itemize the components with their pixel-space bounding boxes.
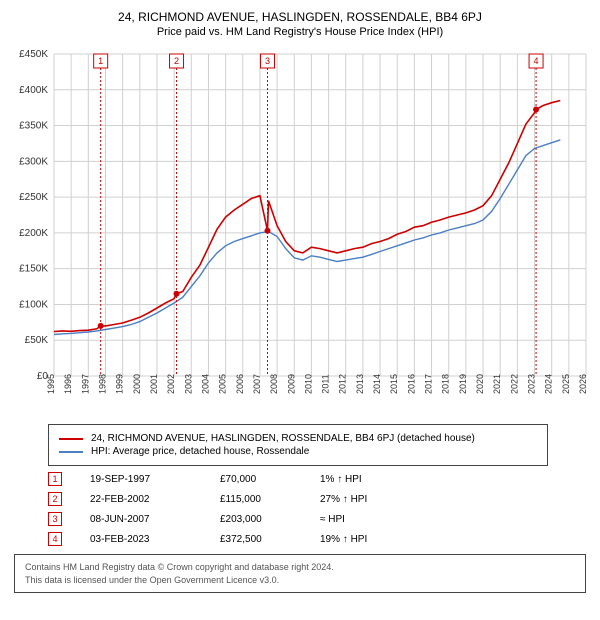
transaction-price: £203,000 [220, 514, 320, 525]
legend-row: 24, RICHMOND AVENUE, HASLINGDEN, ROSSEND… [59, 433, 537, 444]
transaction-marker-box: 1 [48, 472, 62, 486]
svg-text:1997: 1997 [80, 374, 90, 394]
svg-text:1: 1 [98, 56, 103, 66]
svg-text:£400K: £400K [19, 85, 48, 96]
chart-svg: £0£50K£100K£150K£200K£250K£300K£350K£400… [8, 46, 592, 416]
transaction-row: 4 03-FEB-2023£372,50019% ↑ HPI [48, 532, 548, 546]
transaction-diff: 19% ↑ HPI [320, 534, 410, 545]
footer-line1: Contains HM Land Registry data © Crown c… [25, 561, 575, 574]
transaction-date: 03-FEB-2023 [90, 534, 220, 545]
transaction-row: 2 22-FEB-2002£115,00027% ↑ HPI [48, 492, 548, 506]
transaction-price: £115,000 [220, 494, 320, 505]
chart-title: 24, RICHMOND AVENUE, HASLINGDEN, ROSSEND… [8, 10, 592, 24]
legend-swatch [59, 438, 83, 440]
svg-text:£50K: £50K [25, 335, 49, 346]
svg-text:2024: 2024 [544, 374, 554, 394]
svg-text:2008: 2008 [269, 374, 279, 394]
transaction-date: 19-SEP-1997 [90, 474, 220, 485]
svg-text:£100K: £100K [19, 299, 48, 310]
svg-text:2021: 2021 [492, 374, 502, 394]
svg-text:2003: 2003 [183, 374, 193, 394]
footer-attribution: Contains HM Land Registry data © Crown c… [14, 554, 586, 593]
svg-text:2015: 2015 [389, 374, 399, 394]
svg-text:1999: 1999 [115, 374, 125, 394]
svg-text:2013: 2013 [355, 374, 365, 394]
footer-line2: This data is licensed under the Open Gov… [25, 574, 575, 587]
svg-text:2018: 2018 [441, 374, 451, 394]
svg-text:2023: 2023 [527, 374, 537, 394]
svg-text:2001: 2001 [149, 374, 159, 394]
transaction-marker-box: 4 [48, 532, 62, 546]
chart-subtitle: Price paid vs. HM Land Registry's House … [8, 26, 592, 38]
svg-text:4: 4 [534, 56, 539, 66]
svg-text:2009: 2009 [286, 374, 296, 394]
transaction-row: 3 08-JUN-2007£203,000≈ HPI [48, 512, 548, 526]
legend-label: HPI: Average price, detached house, Ross… [91, 446, 309, 457]
transaction-price: £70,000 [220, 474, 320, 485]
transaction-diff: 1% ↑ HPI [320, 474, 410, 485]
svg-text:2026: 2026 [578, 374, 588, 394]
svg-text:£250K: £250K [19, 192, 48, 203]
svg-text:2000: 2000 [132, 374, 142, 394]
svg-text:2005: 2005 [218, 374, 228, 394]
svg-text:£450K: £450K [19, 49, 48, 60]
svg-text:2019: 2019 [458, 374, 468, 394]
svg-text:2002: 2002 [166, 374, 176, 394]
transactions-table: 119-SEP-1997£70,0001% ↑ HPI222-FEB-2002£… [48, 472, 548, 546]
svg-text:2016: 2016 [406, 374, 416, 394]
svg-text:1995: 1995 [46, 374, 56, 394]
transaction-diff: ≈ HPI [320, 514, 410, 525]
svg-text:2014: 2014 [372, 374, 382, 394]
svg-text:2020: 2020 [475, 374, 485, 394]
transaction-date: 08-JUN-2007 [90, 514, 220, 525]
svg-text:2011: 2011 [321, 374, 331, 393]
svg-text:2022: 2022 [509, 374, 519, 394]
legend: 24, RICHMOND AVENUE, HASLINGDEN, ROSSEND… [48, 424, 548, 466]
legend-swatch [59, 451, 83, 453]
transaction-price: £372,500 [220, 534, 320, 545]
svg-text:£300K: £300K [19, 156, 48, 167]
svg-text:1998: 1998 [97, 374, 107, 394]
svg-text:2004: 2004 [200, 374, 210, 394]
svg-text:2010: 2010 [303, 374, 313, 394]
svg-text:2025: 2025 [561, 374, 571, 394]
svg-text:£350K: £350K [19, 121, 48, 132]
transaction-marker-box: 2 [48, 492, 62, 506]
chart-area: £0£50K£100K£150K£200K£250K£300K£350K£400… [8, 46, 592, 416]
svg-text:£150K: £150K [19, 264, 48, 275]
svg-text:3: 3 [265, 56, 270, 66]
svg-text:2017: 2017 [424, 374, 434, 394]
legend-row: HPI: Average price, detached house, Ross… [59, 446, 537, 457]
svg-text:1996: 1996 [63, 374, 73, 394]
svg-text:2007: 2007 [252, 374, 262, 394]
svg-text:2: 2 [174, 56, 179, 66]
svg-text:£200K: £200K [19, 228, 48, 239]
transaction-marker-box: 3 [48, 512, 62, 526]
legend-label: 24, RICHMOND AVENUE, HASLINGDEN, ROSSEND… [91, 433, 475, 444]
transaction-diff: 27% ↑ HPI [320, 494, 410, 505]
transaction-date: 22-FEB-2002 [90, 494, 220, 505]
transaction-row: 1 19-SEP-1997£70,0001% ↑ HPI [48, 472, 548, 486]
svg-text:2006: 2006 [235, 374, 245, 394]
svg-text:2012: 2012 [338, 374, 348, 394]
